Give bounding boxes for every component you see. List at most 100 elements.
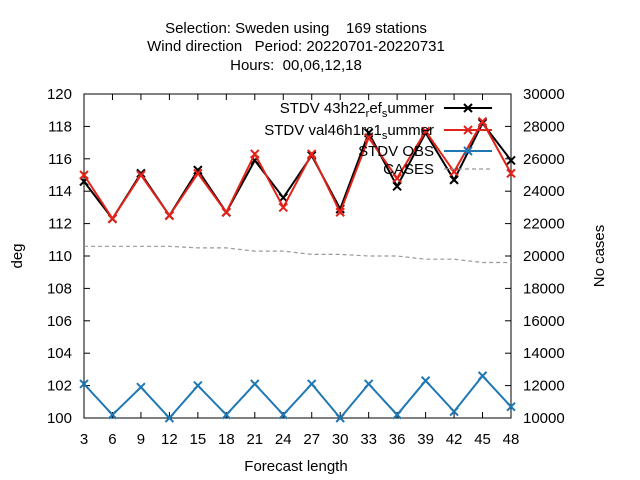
chart-title: Selection: Sweden using 169 stations Win… [147, 20, 445, 74]
legend-label-part: CASES [383, 161, 434, 178]
data-point [278, 410, 288, 420]
marker-stroke [449, 167, 459, 177]
x-tick-label: 42 [446, 431, 463, 448]
x-tick-label: 6 [108, 431, 116, 448]
y-tick-label: 120 [47, 86, 72, 103]
legend-label-part: r [366, 108, 370, 120]
marker-stroke [463, 103, 473, 113]
marker-stroke [278, 202, 288, 213]
data-point [107, 214, 118, 224]
y2-tick-label: 14000 [523, 345, 565, 362]
y-tick-label: 108 [47, 280, 72, 297]
data-point [278, 202, 288, 213]
x-tick-label: 15 [190, 431, 207, 448]
y2-tick-label: 30000 [523, 86, 565, 103]
marker-stroke [477, 371, 488, 381]
y-tick-label: 102 [47, 378, 72, 395]
data-point [107, 410, 118, 420]
x-tick-label: 30 [332, 431, 349, 448]
legend-label-part: STDV 43h22 [280, 100, 366, 117]
series-line [83, 374, 512, 420]
data-point [335, 413, 345, 423]
marker-stroke [392, 181, 402, 192]
x-axis-label: Forecast length [244, 458, 347, 475]
legend-label-part: ummer [387, 100, 434, 117]
data-point [221, 207, 232, 217]
data-point [250, 379, 260, 389]
data-point [79, 170, 89, 180]
legend-item-3: CASES [383, 161, 492, 178]
legend-item-2: STDV OBS [358, 143, 492, 160]
marker-stroke [193, 165, 203, 175]
data-point [307, 149, 317, 159]
data-point [193, 165, 203, 175]
y-tick-label: 110 [48, 248, 72, 265]
y-tick-label: 104 [47, 345, 72, 362]
y2-tick-label: 18000 [523, 280, 565, 297]
data-point [221, 410, 232, 420]
data-point [164, 210, 175, 221]
legend-label-part: s [382, 108, 388, 120]
marker-stroke [449, 175, 459, 185]
x-tick-label: 39 [417, 431, 434, 448]
legend-label: STDV 43h22refsummer [280, 100, 434, 120]
marker-stroke [221, 207, 232, 217]
x-tick-label: 3 [80, 431, 88, 448]
data-point [193, 168, 203, 179]
data-point [250, 149, 260, 159]
x-tick-label: 27 [303, 431, 320, 448]
data-point [477, 371, 488, 381]
y-axis-label: deg [9, 243, 26, 268]
x-tick-label: 36 [389, 431, 406, 448]
x-tick-label: 24 [275, 431, 292, 448]
y-tick-label: 118 [48, 118, 72, 135]
marker-stroke [335, 207, 345, 217]
data-point [506, 155, 516, 166]
marker-stroke [506, 155, 516, 166]
data-point [307, 379, 317, 389]
marker-stroke [193, 168, 203, 179]
data-point [136, 170, 146, 180]
marker-stroke [193, 380, 203, 391]
marker-stroke [307, 149, 317, 159]
x-tick-label: 9 [137, 431, 145, 448]
marker-stroke [363, 379, 374, 389]
legend-label-part: STDV val46h1rc1 [264, 122, 382, 139]
legend-label-part: ummer [387, 122, 434, 139]
marker-stroke [463, 146, 473, 156]
y2-tick-label: 22000 [523, 216, 565, 233]
marker-stroke [136, 170, 146, 180]
data-point [463, 146, 473, 156]
y-tick-label: 106 [47, 313, 72, 330]
marker-stroke [463, 125, 473, 135]
marker-stroke [449, 406, 459, 417]
marker-stroke [79, 170, 89, 180]
data-point [477, 116, 488, 127]
data-point [463, 125, 473, 135]
y2-axis-ticks: 10000 12000 14000 16000 18000 20000 22000 24000… [505, 86, 565, 427]
y2-tick-label: 12000 [523, 378, 565, 395]
legend-item-1: STDV val46h1rc1summer [264, 122, 492, 142]
x-axis-ticks: 3 6 9 12 15 18 21 24 27 30 33 36 39 42 45 48 [80, 94, 520, 448]
marker-stroke [250, 149, 260, 159]
marker-stroke [250, 379, 260, 389]
data-point [79, 379, 89, 389]
marker-stroke [136, 382, 146, 392]
legend-label: STDV OBS [358, 143, 434, 160]
plot-frame [83, 93, 512, 419]
x-tick-label: 48 [503, 431, 520, 448]
series-line [83, 119, 512, 221]
legend-label-part: STDV OBS [358, 143, 434, 160]
y-axis-ticks: 100 102 104 106 108 110 112 114 116 118 120 [47, 86, 90, 427]
y-tick-label: 100 [47, 410, 72, 427]
data-point [506, 401, 516, 412]
marker-stroke [392, 173, 402, 183]
marker-stroke [164, 413, 175, 423]
y2-tick-label: 26000 [523, 151, 565, 168]
title-line-2: Wind direction Period: 20220701-20220731 [147, 38, 445, 55]
y2-tick-label: 20000 [523, 248, 565, 265]
data-point [392, 410, 402, 420]
x-tick-label: 45 [474, 431, 491, 448]
data-point [164, 413, 175, 423]
